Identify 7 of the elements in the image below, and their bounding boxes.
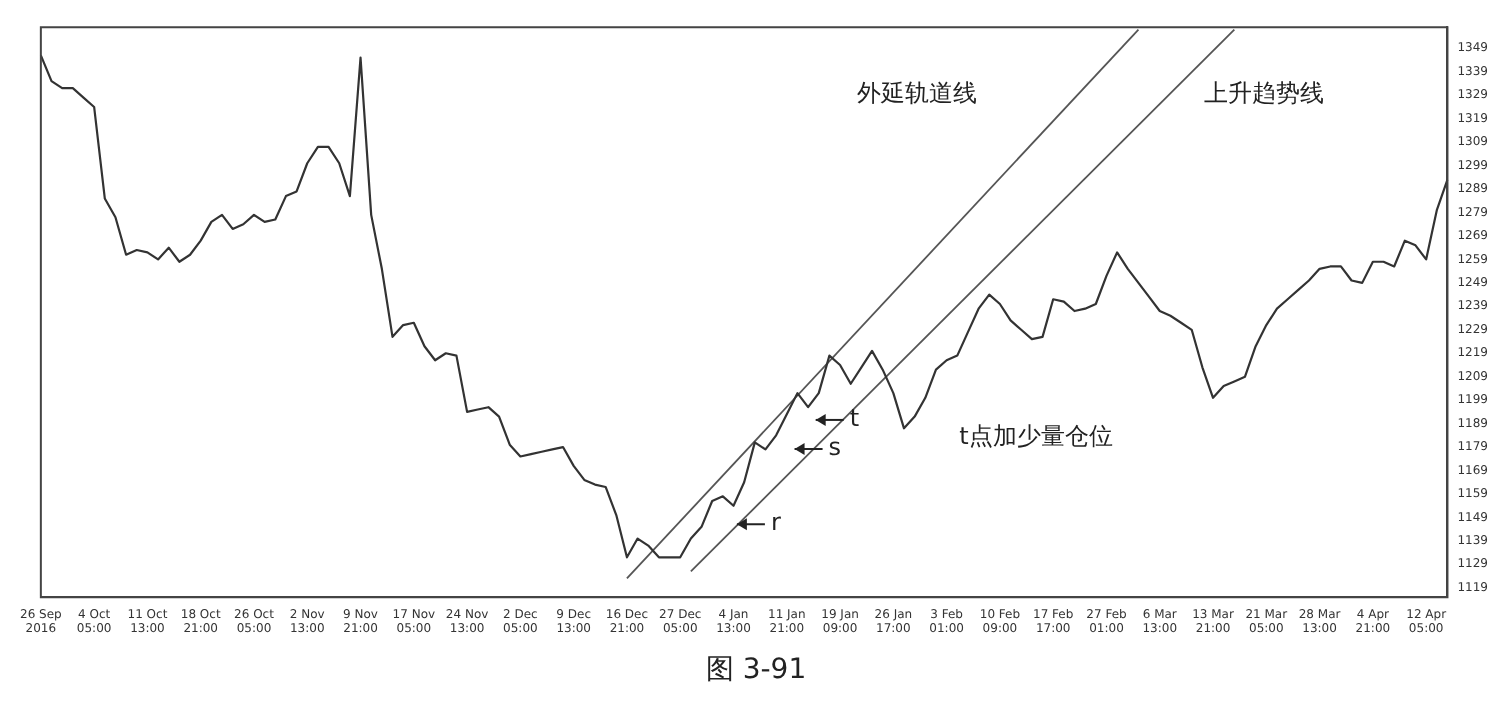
text: 外延轨道线: [857, 79, 978, 108]
annotation: t点加少量仓位: [959, 421, 1113, 450]
annotation: r: [770, 508, 781, 537]
series-label: 上升趋势线: [1204, 79, 1325, 108]
annotation: s: [828, 433, 842, 462]
annotation: t: [849, 404, 860, 433]
caption: 图 3-91: [703, 652, 809, 688]
